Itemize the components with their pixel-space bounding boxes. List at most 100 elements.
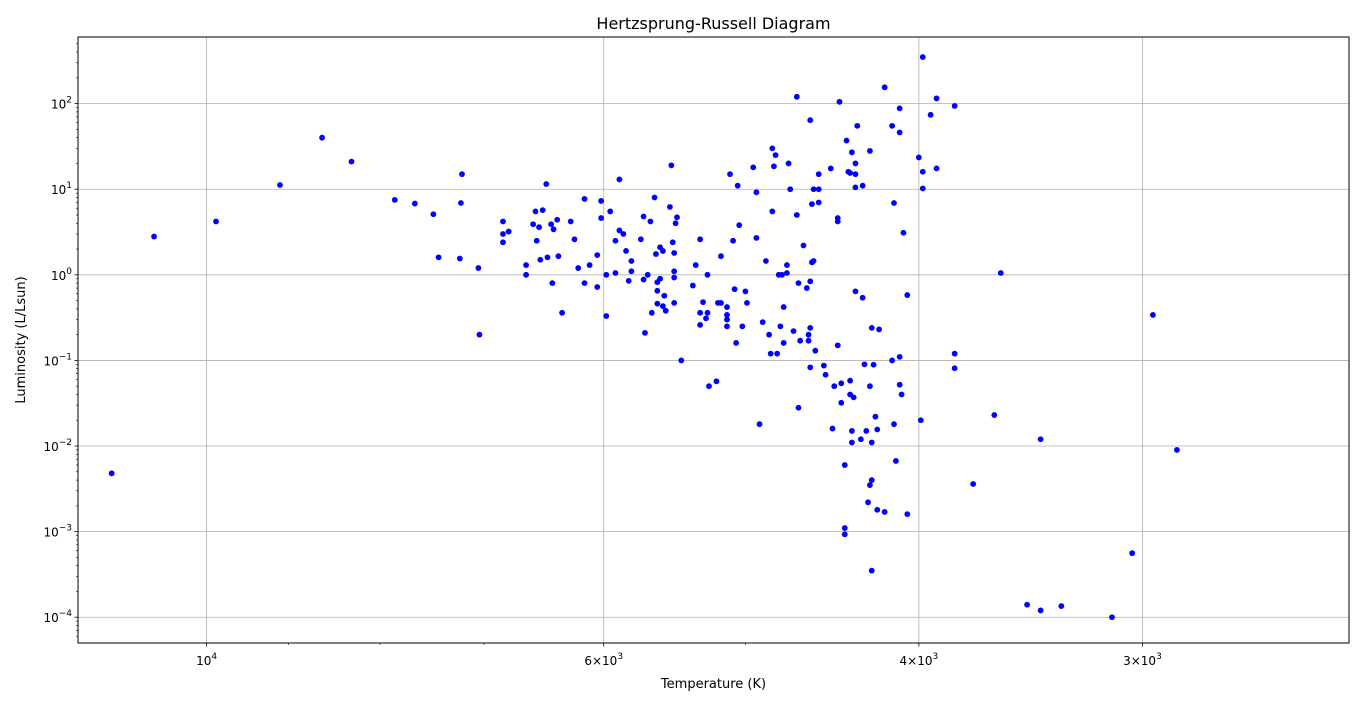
star-point xyxy=(874,426,881,433)
star-point xyxy=(867,383,873,390)
y-tick-label: 100 xyxy=(51,267,72,283)
star-point xyxy=(848,149,855,156)
star-point xyxy=(1150,312,1156,318)
star-point xyxy=(713,378,720,385)
star-point xyxy=(539,207,546,214)
star-point xyxy=(548,221,555,228)
star-point xyxy=(812,347,819,354)
star-point xyxy=(857,436,864,443)
star-point xyxy=(581,280,588,287)
star-point xyxy=(898,391,905,398)
star-point xyxy=(674,214,680,221)
star-point xyxy=(891,421,897,428)
star-point xyxy=(769,208,776,215)
star-point xyxy=(623,248,629,254)
star-point xyxy=(500,239,506,246)
star-point xyxy=(872,413,879,420)
star-point xyxy=(892,458,899,464)
star-point xyxy=(919,168,926,175)
star-point xyxy=(277,182,283,188)
star-point xyxy=(809,201,815,208)
y-tick-label: 10−3 xyxy=(43,524,72,540)
star-point xyxy=(736,222,743,229)
star-point xyxy=(881,509,888,515)
star-point xyxy=(852,288,859,295)
star-point xyxy=(607,208,614,215)
star-point xyxy=(847,170,854,176)
star-point xyxy=(927,111,934,118)
x-axis-label: Temperature (K) xyxy=(660,677,766,692)
star-point xyxy=(919,185,926,192)
star-point xyxy=(612,237,619,244)
star-point xyxy=(805,331,812,338)
star-point xyxy=(889,122,896,129)
star-point xyxy=(625,277,632,284)
star-point xyxy=(718,253,724,260)
star-point xyxy=(784,262,790,268)
star-point xyxy=(319,134,325,141)
star-point xyxy=(822,371,829,378)
star-point xyxy=(1109,614,1115,621)
star-point xyxy=(151,233,157,240)
star-point xyxy=(660,303,666,310)
star-point xyxy=(555,253,562,260)
star-point xyxy=(476,331,483,338)
star-point xyxy=(771,163,777,170)
star-point xyxy=(848,439,855,446)
star-point xyxy=(744,299,750,306)
star-point xyxy=(500,218,506,225)
star-point xyxy=(790,328,797,335)
star-point xyxy=(863,428,870,434)
star-point xyxy=(742,288,749,295)
star-point xyxy=(533,237,540,244)
star-point xyxy=(900,229,907,236)
star-point xyxy=(915,154,922,161)
star-point xyxy=(815,186,822,193)
star-point xyxy=(662,307,669,314)
star-point xyxy=(784,270,790,276)
star-point xyxy=(1129,550,1136,557)
star-point xyxy=(831,383,838,390)
star-point xyxy=(868,477,875,483)
star-point xyxy=(475,265,482,271)
star-point xyxy=(1058,603,1065,609)
star-point xyxy=(841,525,848,531)
star-point xyxy=(841,462,848,468)
star-point xyxy=(867,148,873,154)
star-point xyxy=(616,227,623,234)
star-point xyxy=(803,285,810,291)
star-point xyxy=(616,176,623,183)
star-point xyxy=(689,282,696,289)
star-point xyxy=(896,105,903,112)
chart-title: Hertzsprung-Russell Diagram xyxy=(596,14,830,33)
star-point xyxy=(1037,436,1044,443)
star-point xyxy=(896,353,903,360)
star-point xyxy=(865,499,871,506)
star-point xyxy=(793,93,800,100)
star-point xyxy=(896,129,903,136)
star-point xyxy=(852,160,859,167)
star-point xyxy=(644,271,651,278)
star-point xyxy=(807,324,814,331)
star-point xyxy=(456,255,463,262)
star-point xyxy=(678,357,685,364)
star-point xyxy=(648,309,655,316)
grid-lines xyxy=(78,37,1349,643)
star-point xyxy=(671,299,678,306)
star-point xyxy=(777,323,784,330)
data-points xyxy=(108,54,1180,621)
star-point xyxy=(660,248,666,254)
star-point xyxy=(594,252,601,258)
star-point xyxy=(739,323,746,330)
axis-ticks: 10−4 10−3 10−2 10−1 100 101 102 104 6×103 4×103 3×… xyxy=(43,43,1162,668)
star-point xyxy=(571,236,578,243)
star-point xyxy=(750,164,757,171)
star-point xyxy=(834,342,841,349)
star-point xyxy=(807,117,814,124)
y-tick-label: 10−1 xyxy=(43,352,72,368)
star-point xyxy=(807,364,814,371)
x-tick-label: 104 xyxy=(196,652,217,668)
star-point xyxy=(668,162,675,169)
star-point xyxy=(458,200,464,206)
star-point xyxy=(733,340,740,346)
